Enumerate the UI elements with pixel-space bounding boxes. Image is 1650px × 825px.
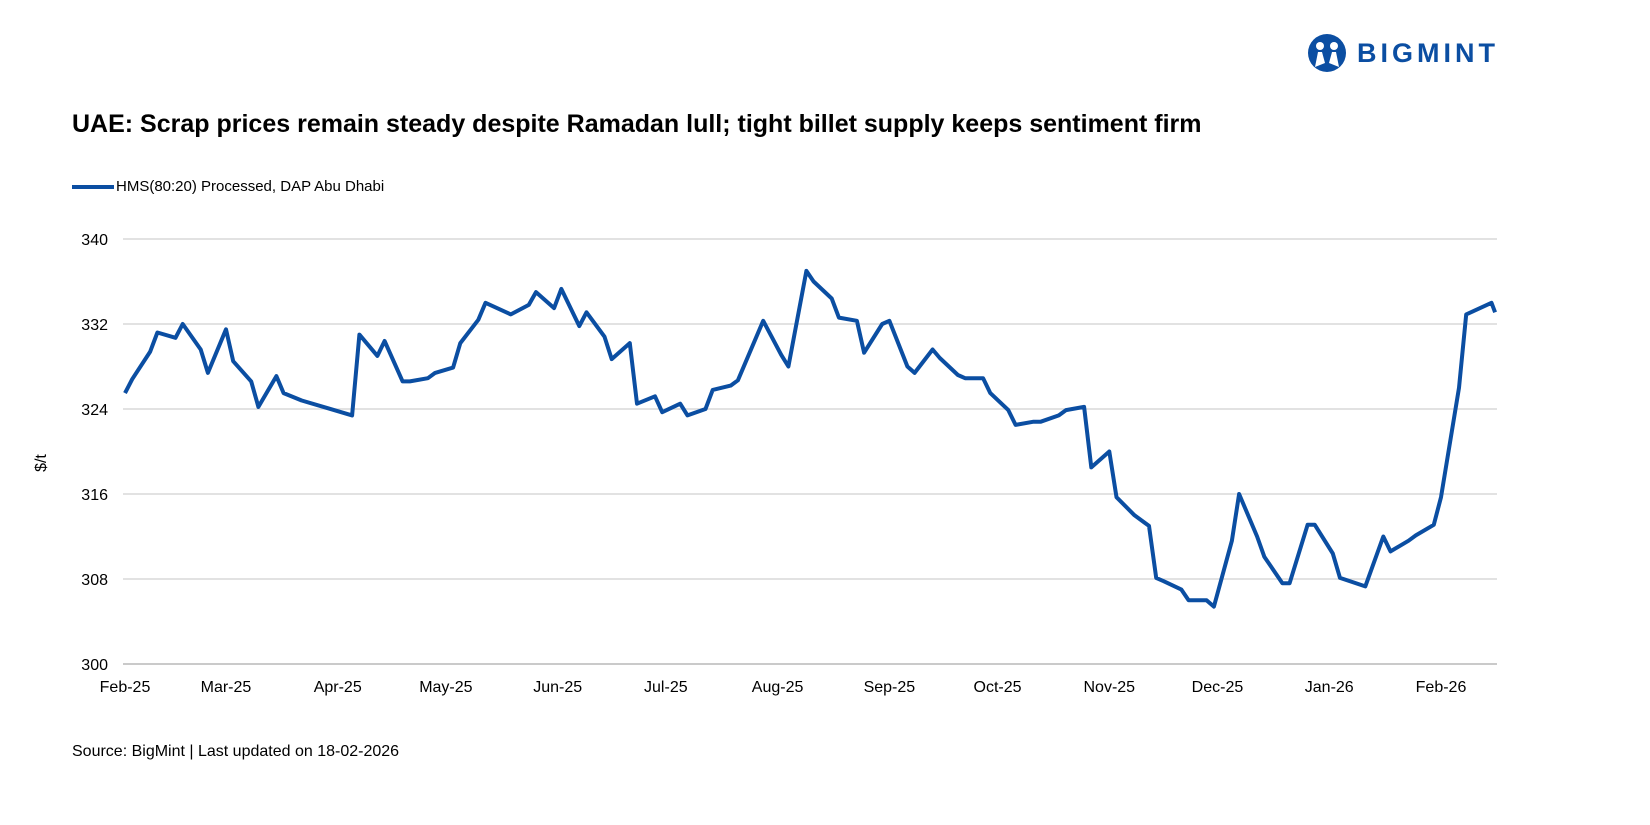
x-tick-label: Sep-25 xyxy=(864,679,916,696)
source-note: Source: BigMint | Last updated on 18-02-… xyxy=(72,743,400,760)
y-tick-label: 332 xyxy=(81,317,108,334)
x-tick-label: Feb-26 xyxy=(1416,679,1467,696)
bigmint-logo: BIGMINT xyxy=(1307,33,1499,73)
y-axis-label: $/t xyxy=(33,454,50,472)
logo-people-icon xyxy=(1308,34,1346,72)
legend-label: HMS(80:20) Processed, DAP Abu Dhabi xyxy=(116,178,385,195)
x-tick-label: Jun-25 xyxy=(533,679,582,696)
series-line xyxy=(123,268,1497,609)
y-tick-label: 324 xyxy=(81,402,108,419)
x-tick-label: May-25 xyxy=(419,679,472,696)
y-tick-label: 308 xyxy=(81,572,108,589)
x-tick-label: Jan-26 xyxy=(1305,679,1354,696)
y-tick-label: 316 xyxy=(81,487,108,504)
x-tick-label: Nov-25 xyxy=(1084,679,1136,696)
x-tick-label: Jul-25 xyxy=(644,679,688,696)
x-tick-label: Feb-25 xyxy=(100,679,151,696)
legend: HMS(80:20) Processed, DAP Abu Dhabi xyxy=(72,178,384,195)
logo-wordmark: BIGMINT xyxy=(1357,37,1499,68)
y-tick-label: 300 xyxy=(81,657,108,674)
chart-title: UAE: Scrap prices remain steady despite … xyxy=(72,110,1202,138)
x-tick-label: Oct-25 xyxy=(974,679,1022,696)
y-tick-label: 340 xyxy=(81,232,108,249)
legend-swatch xyxy=(72,184,114,189)
x-tick-label: Aug-25 xyxy=(752,679,804,696)
x-tick-label: Mar-25 xyxy=(201,679,252,696)
x-tick-label: Dec-25 xyxy=(1192,679,1244,696)
x-tick-label: Apr-25 xyxy=(314,679,362,696)
